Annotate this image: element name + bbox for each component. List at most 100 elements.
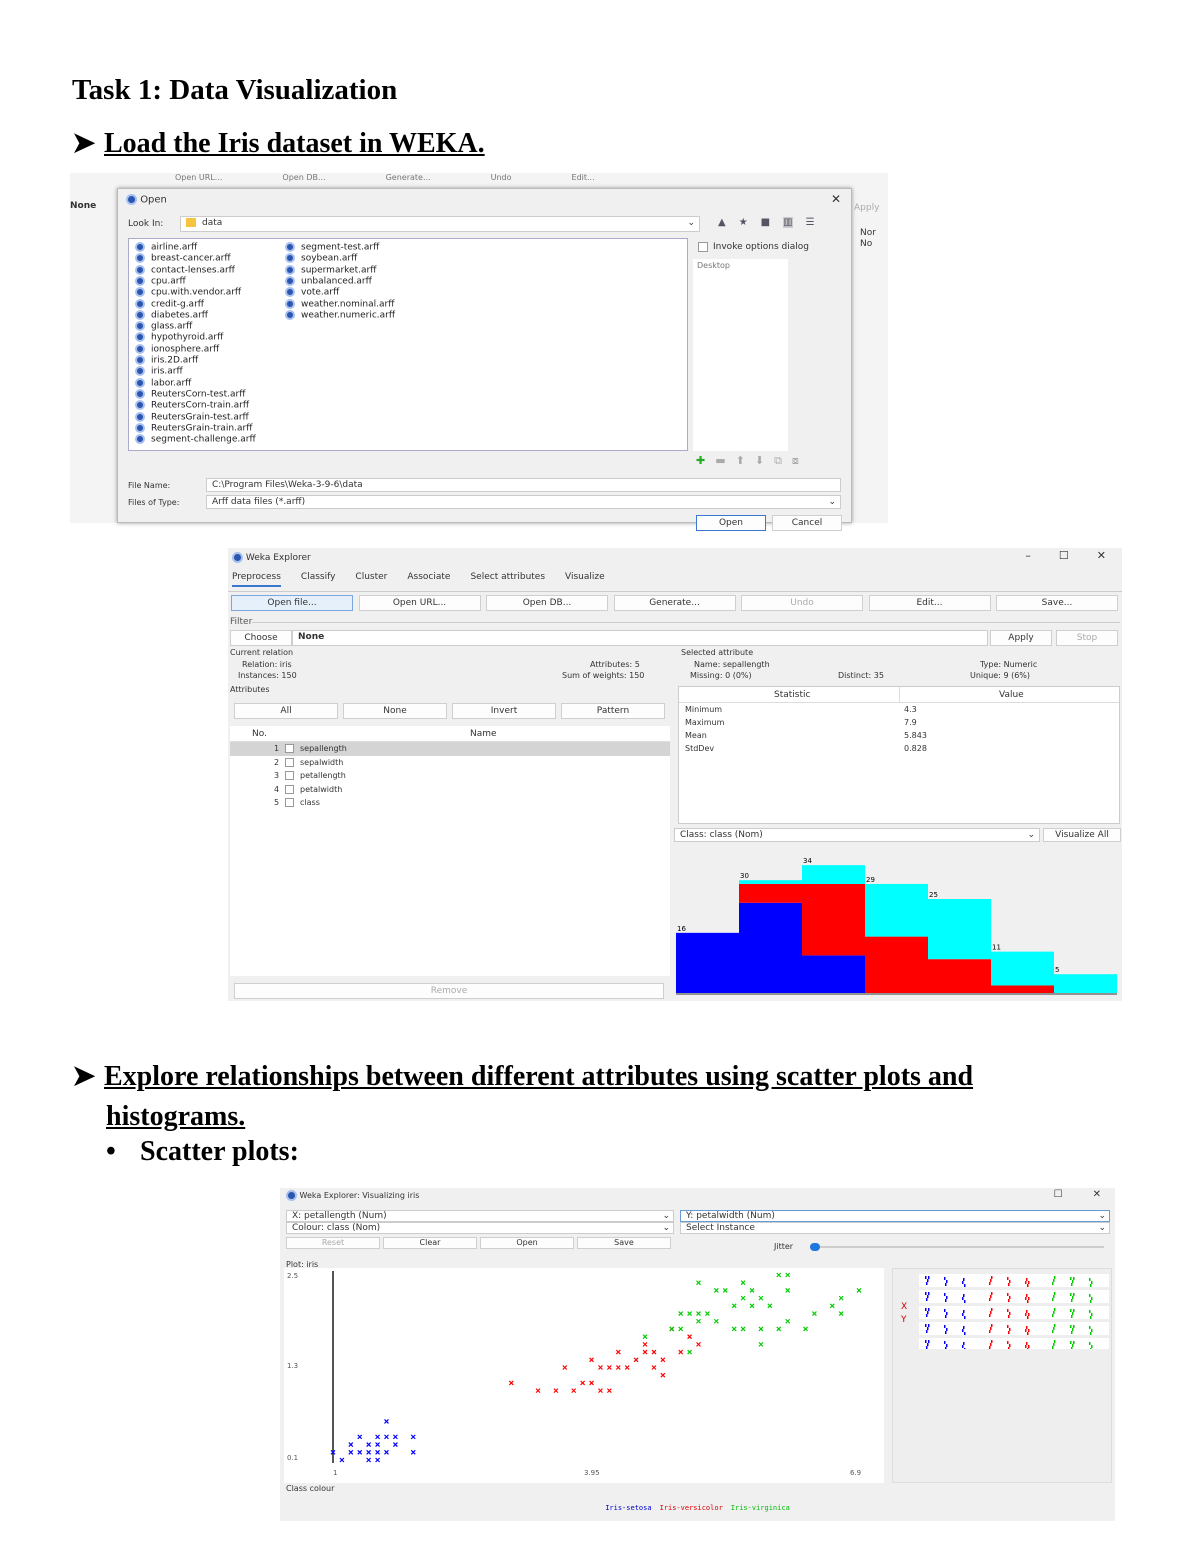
mini-plots[interactable]: XY (893, 1269, 1113, 1351)
scatter-point[interactable] (375, 1449, 381, 1455)
tab-classify[interactable]: Classify (300, 572, 336, 582)
scatter-point[interactable] (856, 1287, 862, 1293)
scatter-point[interactable] (687, 1349, 693, 1355)
file-item[interactable]: contact-lenses.arff (135, 264, 235, 276)
scatter-point[interactable] (678, 1326, 684, 1332)
attr-none-button[interactable]: None (343, 703, 447, 719)
file-item[interactable]: segment-test.arff (285, 242, 379, 253)
file-item[interactable]: glass.arff (135, 321, 192, 332)
file-item[interactable]: labor.arff (135, 377, 191, 389)
file-item[interactable]: ReutersCorn-train.arff (135, 400, 249, 411)
scatter-point[interactable] (562, 1365, 568, 1370)
scatter-point[interactable] (785, 1272, 791, 1278)
toolbar-button[interactable]: Edit... (868, 595, 991, 611)
file-item[interactable]: hypothyroid.arff (135, 332, 223, 343)
tab-preprocess[interactable]: Preprocess (232, 572, 281, 587)
list-view-icon[interactable]: ▥ (783, 217, 793, 228)
minimize-icon[interactable]: – (1025, 549, 1031, 562)
scatter-point[interactable] (785, 1287, 791, 1293)
scatter-point[interactable] (776, 1326, 782, 1332)
scatter-point[interactable] (758, 1326, 764, 1332)
attribute-row[interactable]: 2 sepalwidth (230, 756, 670, 770)
file-type-select[interactable]: Arff data files (*.arff) ⌄ (206, 495, 841, 509)
scatter-point[interactable] (660, 1357, 666, 1363)
scatter-point[interactable] (722, 1287, 728, 1293)
scatter-point[interactable] (633, 1357, 639, 1363)
mini-plot-row[interactable] (919, 1306, 1109, 1319)
scatter-point[interactable] (375, 1457, 381, 1463)
scatter-point[interactable] (375, 1434, 381, 1440)
scatter-point[interactable] (642, 1341, 648, 1347)
scatter-point[interactable] (651, 1349, 657, 1355)
scatter-point[interactable] (615, 1349, 621, 1355)
scatter-point[interactable] (392, 1434, 398, 1440)
scatter-point[interactable] (571, 1388, 577, 1394)
file-item[interactable]: segment-challenge.arff (135, 434, 256, 445)
scatter-point[interactable] (384, 1449, 389, 1455)
open-button[interactable]: Open (696, 515, 766, 531)
scatter-point[interactable] (589, 1357, 594, 1363)
attr-checkbox[interactable] (285, 757, 294, 767)
close-icon[interactable]: ✕ (1096, 549, 1106, 562)
toolbar-button[interactable]: Generate... (613, 595, 736, 611)
apply-button[interactable]: Apply (990, 630, 1052, 646)
attr-pattern-button[interactable]: Pattern (561, 703, 665, 719)
look-in-select[interactable]: data ⌄ (180, 216, 700, 232)
attribute-row[interactable]: 3 petallength (230, 769, 670, 783)
checkbox[interactable] (698, 242, 708, 252)
scatter-point[interactable] (696, 1318, 701, 1324)
file-item[interactable]: airline.arff (135, 242, 197, 253)
scatter-point[interactable] (829, 1303, 835, 1309)
scatter-point[interactable] (553, 1388, 559, 1394)
col-statistic-header[interactable]: Statistic (774, 690, 811, 700)
scatter-point[interactable] (642, 1334, 648, 1340)
save-button[interactable]: Save (577, 1237, 671, 1249)
scatter-point[interactable] (749, 1287, 755, 1293)
mini-plot-row[interactable] (919, 1338, 1109, 1351)
col-no-header[interactable]: No. (252, 729, 267, 739)
file-item[interactable]: weather.nominal.arff (285, 298, 394, 310)
move-down-icon[interactable]: ⬇ (754, 454, 765, 467)
scatter-point[interactable] (660, 1372, 666, 1378)
instance-select[interactable]: Select Instance ⌄ (680, 1222, 1110, 1234)
scatter-point[interactable] (740, 1326, 746, 1332)
bookmarks-list[interactable]: Desktop (693, 259, 788, 451)
scatter-point[interactable] (384, 1419, 389, 1424)
visualize-all-button[interactable]: Visualize All (1043, 828, 1121, 842)
scatter-point[interactable] (785, 1318, 791, 1324)
copy-icon[interactable]: ⧉ (774, 454, 782, 467)
scatter-point[interactable] (705, 1311, 710, 1316)
attribute-row[interactable]: 4 petalwidth (230, 783, 670, 797)
scatter-point[interactable] (713, 1287, 719, 1293)
up-folder-icon[interactable]: ▲ (718, 217, 726, 228)
scatter-point[interactable] (366, 1457, 372, 1463)
file-item[interactable]: breast-cancer.arff (135, 253, 231, 264)
scatter-point[interactable] (366, 1442, 372, 1448)
maximize-icon[interactable]: ☐ (1058, 549, 1069, 562)
remove-button[interactable]: Remove (234, 983, 664, 999)
slider-thumb[interactable] (810, 1243, 820, 1251)
maximize-icon[interactable]: ☐ (1053, 1189, 1063, 1200)
attribute-row[interactable]: 1 sepallength (230, 742, 670, 756)
scatter-point[interactable] (651, 1365, 657, 1370)
scatter-point[interactable] (811, 1311, 817, 1316)
attr-checkbox[interactable] (285, 771, 294, 780)
scatter-point[interactable] (598, 1388, 603, 1394)
file-item[interactable]: ReutersCorn-test.arff (135, 388, 245, 400)
scatter-point[interactable] (348, 1442, 354, 1448)
scatter-point[interactable] (687, 1311, 693, 1316)
scatter-point[interactable] (740, 1295, 746, 1301)
toolbar-button[interactable]: Open DB... (486, 595, 608, 611)
add-icon[interactable]: ✚ (696, 454, 706, 467)
attr-checkbox[interactable] (285, 798, 294, 807)
scatter-point[interactable] (758, 1295, 764, 1301)
scatter-point[interactable] (731, 1303, 737, 1309)
mini-plot-row[interactable] (919, 1274, 1109, 1287)
scatter-point[interactable] (598, 1365, 603, 1370)
details-view-icon[interactable]: ☰ (805, 217, 815, 228)
scatter-point[interactable] (392, 1442, 398, 1448)
attr-all-button[interactable]: All (234, 703, 338, 719)
attr-checkbox[interactable] (285, 784, 294, 794)
file-item[interactable]: credit-g.arff (135, 298, 204, 310)
